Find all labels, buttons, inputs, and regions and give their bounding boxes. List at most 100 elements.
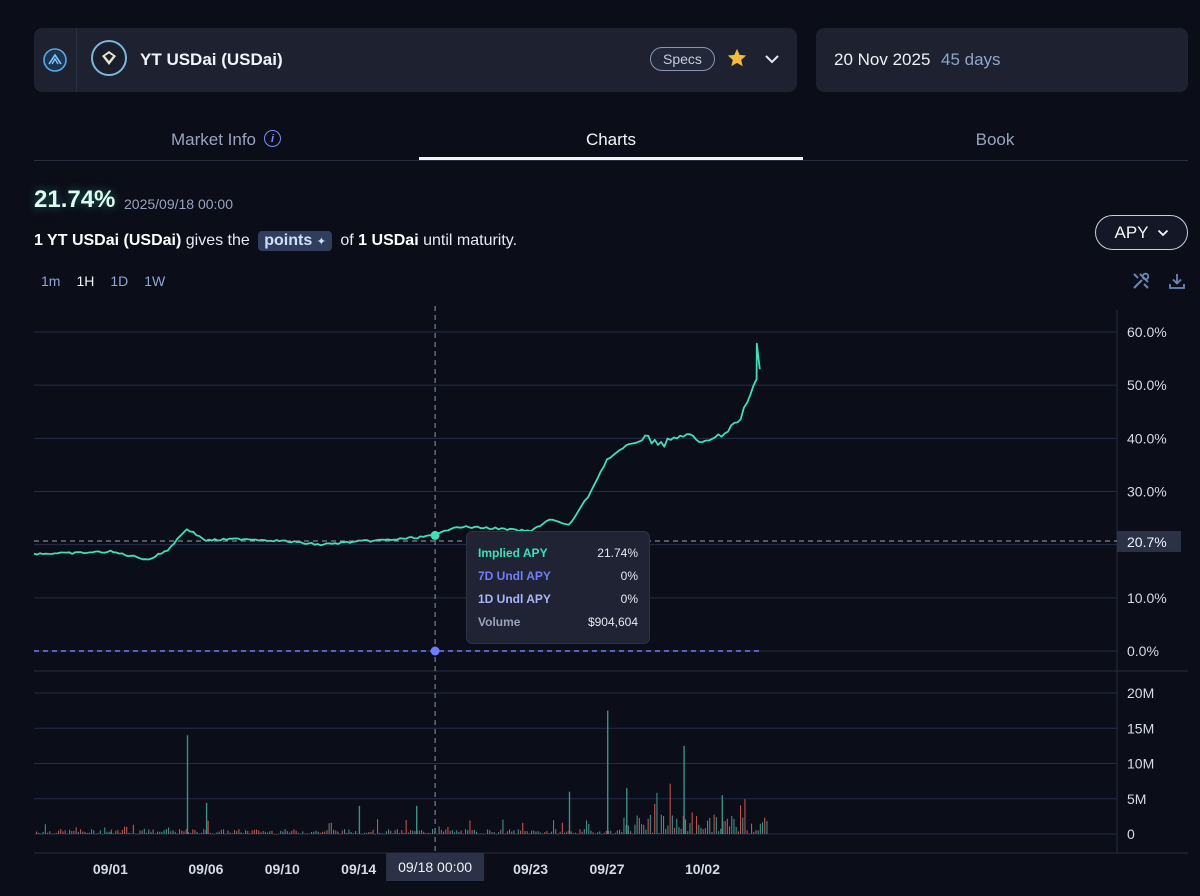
- volume-bar: [77, 831, 79, 834]
- volume-bar-spike: [110, 831, 112, 834]
- volume-tick-label: 15M: [1127, 720, 1154, 736]
- tooltip-row-implied: Implied APY 21.74%: [478, 546, 638, 560]
- volume-bar: [502, 819, 504, 834]
- volume-bar-spike: [721, 795, 723, 834]
- volume-bar: [454, 832, 456, 834]
- volume-bar: [372, 829, 374, 834]
- volume-bar: [539, 832, 541, 834]
- timeframe-1d[interactable]: 1D: [110, 273, 129, 289]
- volume-bar: [218, 831, 220, 834]
- volume-bar: [709, 818, 711, 834]
- volume-bar: [500, 829, 502, 834]
- timeframe-1w[interactable]: 1W: [144, 273, 166, 289]
- volume-bar: [693, 833, 695, 835]
- y-tick-label: 40.0%: [1127, 430, 1167, 446]
- volume-bar: [412, 830, 414, 834]
- volume-bar: [445, 829, 447, 834]
- volume-bar: [341, 830, 343, 834]
- metric-select[interactable]: APY: [1095, 215, 1188, 250]
- download-icon[interactable]: [1167, 271, 1187, 291]
- volume-bar: [284, 829, 286, 834]
- volume-bar: [88, 832, 90, 834]
- volume-bar: [647, 818, 649, 834]
- x-tick-label: 09/06: [188, 861, 223, 877]
- volume-bar: [612, 833, 614, 835]
- volume-bar: [366, 832, 368, 834]
- maturity-card[interactable]: 20 Nov 2025 45 days: [816, 28, 1188, 92]
- y-tick-label: 30.0%: [1127, 484, 1167, 500]
- volume-bar: [524, 831, 526, 834]
- volume-bar: [473, 829, 475, 834]
- volume-bar-spike: [626, 788, 628, 834]
- implied-apy-line: [33, 342, 761, 561]
- tooltip-label-1d: 1D Undl APY: [478, 592, 551, 606]
- market-selector-card[interactable]: YT USDai (USDai) Specs: [34, 28, 797, 92]
- volume-bar: [696, 816, 698, 834]
- volume-bar: [324, 831, 326, 834]
- volume-bar: [559, 831, 561, 834]
- volume-bar: [561, 822, 563, 834]
- volume-bar: [520, 830, 522, 834]
- chevron-down-icon[interactable]: [764, 52, 780, 71]
- volume-bar: [53, 833, 55, 835]
- volume-bar: [97, 832, 99, 834]
- volume-bar: [192, 829, 194, 834]
- volume-bar: [346, 832, 348, 834]
- volume-bar: [456, 830, 458, 834]
- volume-bar: [713, 814, 715, 834]
- volume-bar: [66, 833, 68, 835]
- timeframe-1h[interactable]: 1H: [76, 273, 95, 289]
- volume-bar: [438, 826, 440, 834]
- volume-bar: [619, 829, 621, 834]
- tab-book[interactable]: Book: [803, 118, 1187, 160]
- volume-bar: [196, 831, 198, 834]
- pendle-logo[interactable]: [34, 28, 77, 92]
- volume-bar: [757, 830, 759, 834]
- volume-bar: [150, 831, 152, 834]
- volume-bar: [330, 822, 332, 834]
- favorite-star-icon[interactable]: [726, 47, 748, 74]
- volume-bar: [245, 830, 247, 834]
- volume-bar: [731, 816, 733, 834]
- volume-bar: [223, 829, 225, 834]
- tooltip-row-volume: Volume $904,604: [478, 615, 638, 629]
- info-icon[interactable]: i: [264, 130, 282, 147]
- volume-bar: [669, 783, 671, 834]
- volume-bar: [69, 829, 71, 834]
- tab-market-info[interactable]: Market Info i: [34, 118, 418, 160]
- volume-bar: [548, 833, 550, 834]
- volume-bar: [154, 833, 156, 835]
- volume-bar: [542, 833, 544, 835]
- volume-bar: [425, 833, 427, 834]
- specs-button[interactable]: Specs: [650, 47, 715, 71]
- volume-bar: [590, 830, 592, 834]
- volume-bar: [348, 829, 350, 834]
- tab-charts[interactable]: Charts: [419, 118, 803, 160]
- volume-bar: [621, 831, 623, 834]
- volume-bar: [702, 829, 704, 834]
- volume-bar: [293, 829, 295, 834]
- chart-tools: [1131, 271, 1187, 291]
- volume-bar: [440, 829, 442, 834]
- points-chip[interactable]: points ✦: [258, 231, 332, 251]
- crosshair-date-label: 09/18 00:00: [398, 859, 472, 875]
- tooltip-value-implied: 21.74%: [597, 546, 638, 560]
- volume-bar: [610, 830, 612, 834]
- volume-bar: [273, 833, 275, 835]
- volume-bar: [315, 830, 317, 834]
- volume-bar: [537, 831, 539, 834]
- volume-bar: [385, 831, 387, 834]
- volume-tick-label: 5M: [1127, 791, 1146, 807]
- tools-icon[interactable]: [1131, 271, 1151, 291]
- volume-bar: [656, 792, 658, 834]
- volume-bar: [436, 833, 438, 835]
- volume-bar: [374, 833, 376, 835]
- volume-bar: [645, 829, 647, 834]
- volume-bar: [476, 831, 478, 834]
- timeframe-1m[interactable]: 1m: [41, 273, 61, 289]
- volume-bar: [124, 826, 126, 834]
- volume-bar: [579, 829, 581, 834]
- volume-bar: [570, 831, 572, 834]
- volume-bar: [185, 829, 187, 834]
